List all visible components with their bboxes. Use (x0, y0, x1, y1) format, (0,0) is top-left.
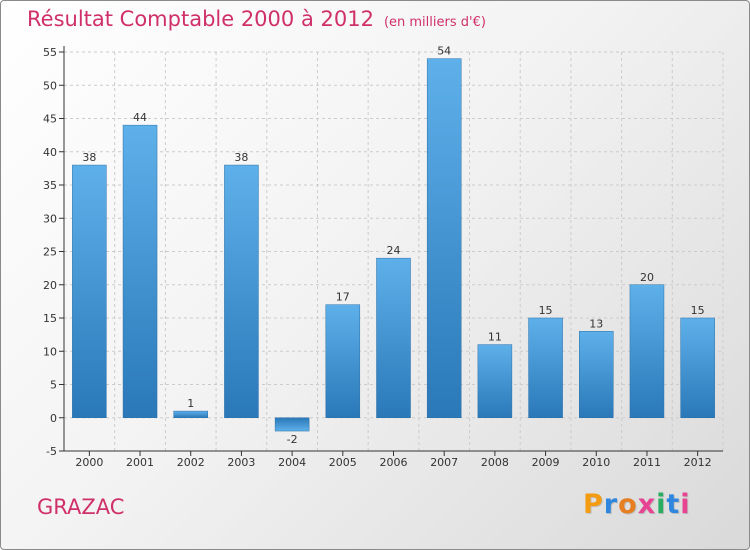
y-tick-label: 20 (43, 279, 57, 292)
value-label-2010: 13 (589, 317, 603, 330)
bar-2010 (579, 331, 614, 418)
brand-letter: r (603, 489, 619, 520)
value-label-2000: 38 (82, 151, 96, 164)
x-tick-label-2010: 2010 (582, 456, 610, 469)
x-tick-label-2001: 2001 (126, 456, 154, 469)
bar-2000 (72, 164, 107, 418)
bar-2003 (224, 164, 259, 418)
value-label-2005: 17 (336, 291, 350, 304)
value-label-2006: 24 (387, 244, 401, 257)
bars (72, 58, 715, 432)
y-tick-label: 0 (50, 412, 57, 425)
chart-title-text: Résultat Comptable 2000 à 2012 (27, 7, 374, 31)
x-tick-label-2006: 2006 (380, 456, 408, 469)
labels: 38 44 1 38 -2 17 24 54 11 15 13 20 15 (82, 45, 704, 446)
bar-2008 (477, 344, 513, 419)
y-tick-label: 45 (43, 113, 57, 126)
bar-2004 (274, 417, 310, 432)
x-tick-label-2004: 2004 (278, 456, 306, 469)
value-label-2003: 38 (234, 151, 248, 164)
bar-2002 (173, 410, 208, 419)
bar-2009 (528, 317, 563, 418)
x-tick-label-2009: 2009 (532, 456, 560, 469)
y-tick-label: 5 (50, 379, 57, 392)
x-tick-label-2000: 2000 (75, 456, 103, 469)
value-label-2008: 11 (488, 331, 502, 344)
x-tick-label-2003: 2003 (227, 456, 255, 469)
y-tick-label: 15 (43, 312, 57, 325)
brand-letter: i (656, 489, 667, 520)
bar-2012 (680, 317, 715, 418)
x-tick-label-2008: 2008 (481, 456, 509, 469)
bar-2006 (376, 257, 411, 418)
x-tick-label-2012: 2012 (684, 456, 712, 469)
x-tick-label-2007: 2007 (430, 456, 458, 469)
brand-letter: P (583, 489, 604, 520)
commune-name: GRAZAC (37, 495, 125, 519)
y-tick-label: 40 (43, 146, 57, 159)
value-label-2011: 20 (640, 271, 654, 284)
axes: -5 0 5 10 15 20 25 30 35 40 45 50 55 2000 2001 2002 2003… (43, 46, 723, 469)
brand-logo: Proxiti (583, 489, 691, 520)
brand-letter: i (680, 489, 691, 520)
value-label-2012: 15 (691, 304, 705, 317)
y-tick-label: 55 (43, 46, 57, 59)
value-label-2004: -2 (287, 433, 298, 446)
value-label-2001: 44 (133, 111, 147, 124)
y-tick-label: 50 (43, 79, 57, 92)
y-tick-label: 35 (43, 179, 57, 192)
value-label-2002: 1 (187, 397, 194, 410)
brand-letter: t (666, 489, 681, 520)
x-tick-label-2002: 2002 (177, 456, 205, 469)
y-tick-label: 25 (43, 246, 57, 259)
value-label-2009: 15 (539, 304, 553, 317)
brand-letter: o (618, 489, 638, 520)
bar-2005 (325, 304, 361, 419)
bar-2007 (426, 58, 462, 419)
brand-letter: x (637, 489, 657, 520)
bar-2011 (629, 284, 665, 418)
value-label-2007: 54 (437, 45, 451, 58)
y-tick-label: -5 (46, 445, 57, 458)
x-tick-label-2011: 2011 (633, 456, 661, 469)
bar-2001 (122, 124, 158, 419)
y-tick-label: 10 (43, 345, 57, 358)
chart-title: Résultat Comptable 2000 à 2012 (en millie… (27, 7, 486, 31)
chart-subtitle: (en milliers d'€) (383, 15, 486, 30)
y-tick-label: 30 (43, 212, 57, 225)
x-tick-label-2005: 2005 (329, 456, 357, 469)
